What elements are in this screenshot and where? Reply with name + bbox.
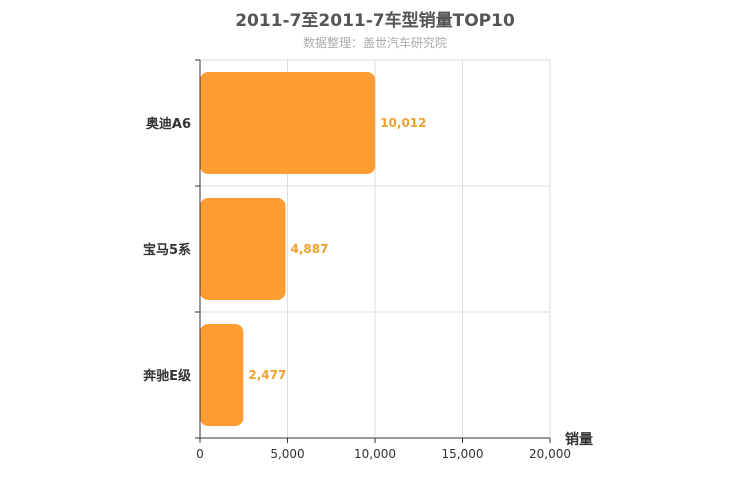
x-tick-label: 10,000	[354, 447, 396, 461]
data-label: 4,887	[291, 242, 329, 256]
x-tick-label: 5,000	[270, 447, 304, 461]
bar	[200, 324, 244, 426]
category-label: 奔驰E级	[142, 368, 192, 384]
chart-subtitle: 数据整理：盖世汽车研究院	[302, 36, 447, 50]
category-label: 宝马5系	[143, 242, 191, 258]
data-label: 2,477	[248, 368, 286, 382]
x-tick-label: 0	[196, 447, 204, 461]
axis-layer	[195, 59, 551, 443]
x-tick-label: 20,000	[529, 447, 571, 461]
category-label: 奥迪A6	[146, 116, 191, 132]
bar-layer	[200, 72, 376, 426]
data-label: 10,012	[380, 116, 426, 130]
x-tick-label: 15,000	[442, 447, 484, 461]
x-axis-label: 销量	[565, 431, 593, 448]
bar	[200, 72, 376, 174]
bar	[200, 198, 286, 300]
chart-title: 2011-7至2011-7车型销量TOP10	[235, 11, 515, 31]
